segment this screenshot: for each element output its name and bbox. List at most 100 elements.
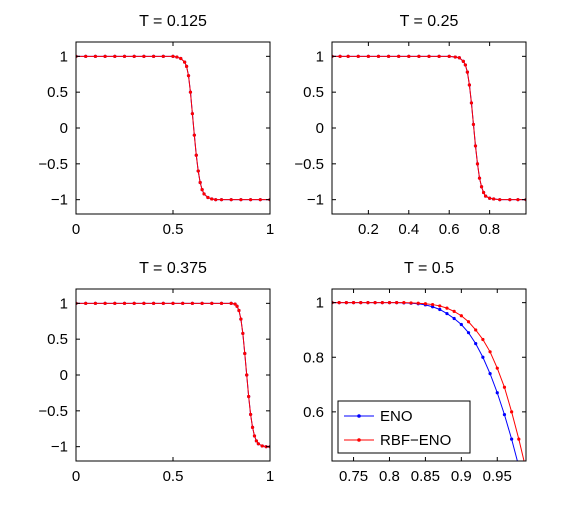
data-point xyxy=(250,425,255,429)
x-tick-label: 0 xyxy=(72,221,80,238)
y-tick-label: 0.5 xyxy=(47,84,68,101)
subplot-t-05: T = 0.5 0.75 0.8 0.85 0.9 0.95 1 0.8 0.6 ENO RBF−E… xyxy=(303,260,527,485)
data-point xyxy=(346,54,350,58)
data-point xyxy=(492,197,496,201)
data-point xyxy=(445,311,449,316)
data-point xyxy=(239,317,243,321)
series-line-rbf-eno xyxy=(332,302,525,461)
data-point xyxy=(459,322,463,327)
x-tick-label: 0.5 xyxy=(163,468,184,485)
series-line-0 xyxy=(76,55,270,201)
chart-title: T = 0.25 xyxy=(400,13,459,30)
y-tick-label: −1 xyxy=(51,439,68,456)
x-tick-label: 0.75 xyxy=(339,468,368,485)
data-point xyxy=(488,372,492,376)
legend-marker xyxy=(357,438,361,442)
chart-title: T = 0.5 xyxy=(404,260,454,277)
data-point xyxy=(466,320,471,324)
data-point xyxy=(438,307,442,312)
axes-frame xyxy=(331,288,527,462)
data-point xyxy=(188,90,193,94)
y-tick-label: 1 xyxy=(316,48,324,65)
data-point xyxy=(186,74,191,78)
data-point xyxy=(171,54,175,58)
data-point xyxy=(229,301,233,305)
data-point xyxy=(132,301,136,305)
data-point xyxy=(93,54,97,58)
data-point xyxy=(508,198,512,202)
axes-frame xyxy=(75,288,271,462)
data-point xyxy=(239,198,243,202)
x-tick-label: 0.8 xyxy=(479,221,500,238)
data-point xyxy=(175,55,179,59)
plot-area xyxy=(332,301,527,471)
data-point xyxy=(245,373,249,377)
data-point xyxy=(495,391,499,395)
data-point xyxy=(84,54,88,58)
data-point xyxy=(206,195,210,200)
plot-area xyxy=(332,54,526,202)
data-point xyxy=(474,328,478,332)
data-point xyxy=(258,198,262,202)
legend: ENO RBF−ENO xyxy=(337,400,471,454)
y-tick-label: 0 xyxy=(316,120,324,137)
data-point xyxy=(142,301,146,305)
data-point xyxy=(122,54,127,58)
data-point xyxy=(179,56,183,61)
data-point xyxy=(376,54,381,58)
data-point xyxy=(467,83,472,87)
data-point xyxy=(359,301,363,305)
data-point xyxy=(210,301,214,305)
data-point xyxy=(452,316,456,321)
data-point xyxy=(214,198,218,202)
axes-frame xyxy=(331,41,527,215)
data-point xyxy=(445,306,449,310)
data-point xyxy=(457,56,461,60)
data-point xyxy=(475,162,480,166)
data-point xyxy=(142,54,146,58)
data-point xyxy=(387,301,392,305)
data-point xyxy=(196,169,200,173)
data-point xyxy=(516,198,520,202)
y-tick-label: 0.8 xyxy=(303,349,324,366)
axes-frame xyxy=(75,41,271,215)
data-point xyxy=(152,301,156,305)
data-point xyxy=(483,194,488,198)
data-point xyxy=(219,301,224,305)
data-point xyxy=(510,410,514,414)
data-point xyxy=(249,412,253,417)
data-point xyxy=(198,180,202,185)
x-tick-label: 0.95 xyxy=(483,468,512,485)
y-tick-label: 0 xyxy=(60,367,68,384)
data-point xyxy=(498,198,502,202)
x-tick-label: 0 xyxy=(72,468,80,485)
data-point xyxy=(351,301,356,305)
data-point xyxy=(453,55,457,59)
data-point xyxy=(479,185,484,189)
data-point xyxy=(473,144,478,148)
data-point xyxy=(113,301,117,305)
data-point xyxy=(260,444,264,448)
x-tick-label: 0.8 xyxy=(379,468,400,485)
data-point xyxy=(502,385,507,389)
data-point xyxy=(233,302,237,306)
data-point xyxy=(243,351,247,356)
data-point xyxy=(437,54,441,58)
data-point xyxy=(407,54,411,58)
x-tick-label: 0.2 xyxy=(358,221,379,238)
data-point xyxy=(237,308,241,313)
x-tick-label: 0.4 xyxy=(398,221,419,238)
data-point xyxy=(402,301,406,305)
data-point xyxy=(474,342,478,346)
data-point xyxy=(219,198,224,202)
data-point xyxy=(469,101,474,105)
subplot-t-0125: T = 0.125 0 0.5 1 1 0.5 0 −0.5 −1 xyxy=(38,13,274,238)
subplot-t-0375: T = 0.375 0 0.5 1 1 0.5 0 −0.5 −1 xyxy=(38,260,274,485)
data-point xyxy=(524,468,527,471)
plot-area xyxy=(76,301,270,449)
series-line-0 xyxy=(332,55,526,201)
data-point xyxy=(194,153,198,157)
data-point xyxy=(481,355,485,359)
data-point xyxy=(93,301,97,305)
y-tick-label: 1 xyxy=(60,48,68,65)
